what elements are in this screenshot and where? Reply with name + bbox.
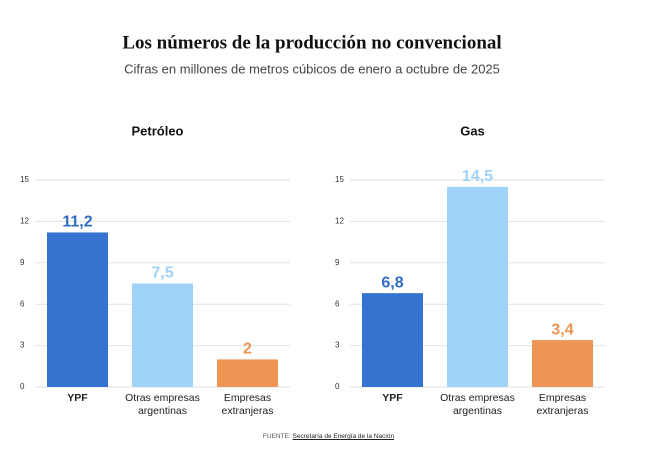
value-label: 14,5	[462, 168, 493, 185]
source-link[interactable]: Secretaría de Energía de la Nación	[292, 433, 395, 440]
y-tick-label: 15	[335, 175, 344, 184]
x-tick-label: Otras empresas argentinas	[125, 392, 200, 417]
source-prefix: FUENTE:	[262, 433, 291, 440]
chart-title: Gas	[460, 123, 485, 138]
x-tick-label: YPF	[67, 392, 88, 404]
bar	[447, 186, 508, 387]
page-title: Los números de la producción no convenci…	[122, 32, 501, 53]
y-tick-label: 3	[335, 341, 340, 350]
bar	[532, 340, 593, 387]
bar	[217, 359, 278, 387]
y-tick-label: 12	[20, 217, 29, 226]
page-subtitle: Cifras en millones de metros cúbicos de …	[124, 61, 500, 76]
y-tick-label: 6	[335, 299, 340, 308]
bar	[132, 283, 193, 387]
x-tick-label: YPF	[382, 392, 403, 404]
chart-title: Petróleo	[131, 123, 183, 138]
bar	[362, 293, 423, 387]
y-tick-label: 9	[335, 258, 340, 267]
y-tick-label: 12	[335, 217, 344, 226]
x-tick-label: Empresas extranjeras	[221, 392, 274, 417]
value-label: 6,8	[381, 274, 403, 291]
x-tick-label: Otras empresas argentinas	[440, 392, 515, 417]
y-tick-label: 0	[335, 382, 340, 391]
value-label: 11,2	[62, 214, 92, 231]
y-tick-label: 15	[20, 175, 29, 184]
y-tick-label: 0	[20, 382, 25, 391]
y-tick-label: 6	[20, 299, 25, 308]
value-label: 3,4	[551, 321, 573, 338]
source: FUENTE: Secretaría de Energía de la Naci…	[0, 433, 657, 440]
y-tick-label: 3	[20, 341, 25, 350]
bar	[47, 232, 108, 387]
y-tick-label: 9	[20, 258, 25, 267]
value-label: 7,5	[151, 265, 173, 282]
value-label: 2	[243, 341, 252, 358]
x-tick-label: Empresas extranjeras	[536, 392, 589, 417]
